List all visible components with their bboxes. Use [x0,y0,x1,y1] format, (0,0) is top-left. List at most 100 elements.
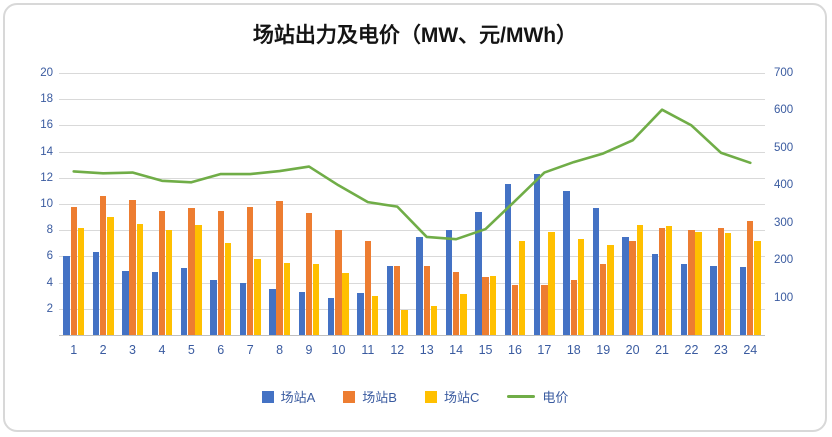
bar-station-b-x19 [600,264,607,335]
legend-item-station-b: 场站B [343,387,397,406]
gridline-14 [59,151,765,153]
x-axis-line [59,335,765,336]
bar-station-b-x3 [129,200,136,335]
bar-station-c-x16 [518,240,526,335]
x-axis-label-4: 4 [158,343,166,357]
y-axis-left-label-8: 8 [46,224,53,237]
bar-station-a-x21 [651,253,659,335]
bar-station-b-x20 [629,240,636,335]
x-axis-label-15: 15 [478,343,493,357]
bar-station-a-x12 [386,265,394,335]
x-axis-label-22: 22 [684,343,699,357]
x-axis-label-17: 17 [537,343,552,357]
bar-station-a-x11 [357,293,364,335]
bar-station-c-x10 [342,273,349,335]
bar-station-b-x4 [158,210,166,335]
bar-station-a-x14 [445,230,453,335]
y-axis-right-label-600: 600 [774,104,794,117]
bar-station-c-x15 [489,276,496,335]
x-axis-label-6: 6 [217,343,225,357]
x-axis-label-14: 14 [449,343,464,357]
bar-station-a-x5 [180,268,188,335]
x-axis-label-24: 24 [743,343,758,357]
y-axis-left-label-18: 18 [40,93,53,106]
y-axis-left-label-16: 16 [40,119,53,132]
gridline-12 [59,177,765,179]
y-axis-right-label-500: 500 [774,141,794,154]
y-axis-left-label-2: 2 [46,302,53,315]
bar-station-b-x9 [305,213,313,335]
bar-station-c-x17 [548,231,555,335]
bar-station-a-x4 [151,272,158,335]
bar-station-b-x8 [276,201,283,335]
x-axis-label-7: 7 [246,343,254,357]
bar-station-b-x22 [688,230,695,335]
gridline-20 [59,73,765,74]
x-axis-label-18: 18 [566,343,581,357]
bar-station-c-x20 [636,224,644,335]
bar-station-a-x2 [92,252,100,335]
bar-station-c-x11 [371,295,379,335]
x-axis-label-16: 16 [508,343,522,357]
bar-station-a-x6 [210,279,217,335]
bar-station-b-x1 [70,206,77,335]
bar-station-b-x23 [717,227,725,335]
bar-station-b-x10 [335,230,342,335]
bar-station-a-x7 [239,282,247,335]
bar-station-b-x5 [188,207,195,335]
legend-item-station-c: 场站C [424,387,480,406]
chart-legend: 场站A 场站B 场站C 电价 [5,387,825,406]
bar-station-c-x19 [607,244,614,335]
bar-station-a-x22 [681,264,688,335]
gridline-10 [59,204,765,205]
bar-station-b-x13 [423,265,430,335]
x-axis-label-23: 23 [713,343,728,357]
bar-station-b-x11 [364,240,372,335]
legend-swatch-station-a [261,390,274,403]
bar-station-a-x16 [504,184,511,335]
bar-station-c-x13 [430,306,438,335]
chart-card: 场站出力及电价（MW、元/MWh） 2 4 6 8 10 12 14 16 18 20 100 200… [3,3,827,432]
bar-station-b-x7 [247,206,254,335]
y-axis-right-label-100: 100 [774,291,794,304]
bar-station-c-x8 [283,262,291,335]
x-axis-label-11: 11 [361,343,375,357]
legend-label-station-b: 场站B [362,390,397,405]
bar-station-b-x24 [747,221,754,335]
bar-station-c-x2 [107,217,114,335]
legend-label-station-c: 场站C [443,390,480,405]
gridline-4 [59,282,765,284]
legend-swatch-price [507,395,536,398]
y-axis-right-label-400: 400 [774,179,794,192]
x-axis-label-21: 21 [655,343,669,357]
legend-swatch-station-c [424,390,437,403]
bar-station-b-x15 [482,277,489,335]
y-axis-left-label-20: 20 [40,67,53,79]
bar-station-c-x14 [460,294,467,335]
bar-station-c-x18 [577,239,585,335]
gridline-18 [59,99,765,101]
bar-station-c-x3 [136,223,143,335]
bar-station-b-x17 [541,285,548,335]
bar-station-a-x9 [298,291,306,335]
x-axis-label-19: 19 [596,343,611,357]
legend-label-price: 电价 [542,390,569,405]
gridline-2 [59,308,765,310]
x-axis-label-5: 5 [187,343,195,357]
legend-swatch-station-b [343,390,356,403]
legend-item-station-a: 场站A [261,387,315,406]
bar-station-c-x6 [224,243,232,335]
y-axis-left-label-12: 12 [40,171,53,184]
bar-station-c-x1 [77,227,85,335]
bar-station-b-x16 [511,285,519,335]
chart-title: 场站出力及电价（MW、元/MWh） [252,24,578,47]
x-axis-label-2: 2 [99,343,107,357]
bar-station-c-x12 [401,310,408,335]
bar-station-c-x7 [254,259,261,335]
y-axis-left-label-10: 10 [40,198,53,210]
bar-station-a-x19 [592,207,600,335]
bar-station-a-x13 [416,236,423,335]
bar-station-a-x8 [269,289,276,335]
y-axis-right-label-700: 700 [774,67,794,79]
bar-station-c-x9 [313,264,320,335]
